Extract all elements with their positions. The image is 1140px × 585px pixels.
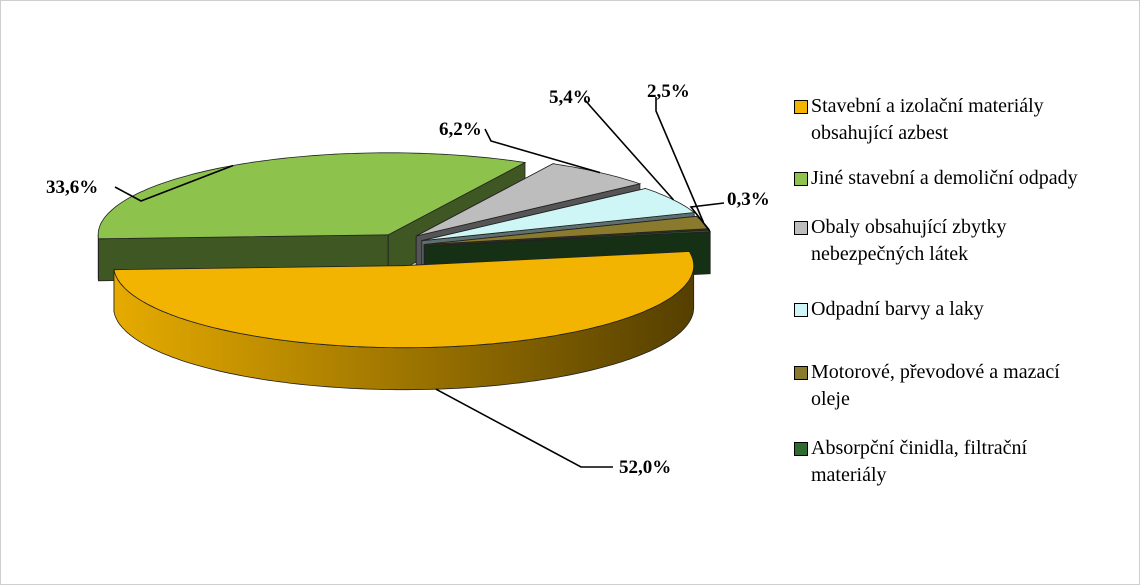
legend-item: Jiné stavební a demoliční odpady [794,165,1094,192]
legend-swatch [794,442,808,456]
leader-line [435,388,613,468]
legend-item: Stavební a izolační materiály obsahující… [794,93,1094,147]
legend-swatch [794,303,808,317]
legend-swatch [794,366,808,380]
data-label: 52,0% [619,457,671,478]
legend-label: Stavební a izolační materiály obsahující… [811,95,1044,144]
leader-line [114,164,234,202]
leader-line [655,97,705,223]
slice [113,251,695,391]
legend: Stavební a izolační materiály obsahující… [794,93,1094,489]
legend-item: Odpadní barvy a laky [794,296,1094,323]
data-label: 0,3% [727,189,770,210]
legend-item: Absorpční činidla, filtrační materiály [794,435,1094,489]
legend-item: Motorové, převodové a mazací oleje [794,359,1094,413]
legend-label: Obaly obsahující zbytky nebezpečných lát… [811,216,1007,265]
legend-label: Absorpční činidla, filtrační materiály [811,437,1028,486]
legend-label: Motorové, převodové a mazací oleje [811,361,1060,410]
slice-top [113,251,695,349]
legend-swatch [794,172,808,186]
leader-line [689,202,725,232]
legend-label: Odpadní barvy a laky [811,298,984,320]
data-label: 33,6% [46,177,98,198]
legend-label: Jiné stavební a demoliční odpady [811,167,1078,189]
leader-line [584,99,675,201]
leader-line [484,128,601,174]
data-label: 6,2% [439,119,482,140]
data-label: 2,5% [647,81,690,102]
legend-item: Obaly obsahující zbytky nebezpečných lát… [794,214,1094,268]
legend-swatch [794,221,808,235]
legend-swatch [794,100,808,114]
data-label: 5,4% [549,87,592,108]
